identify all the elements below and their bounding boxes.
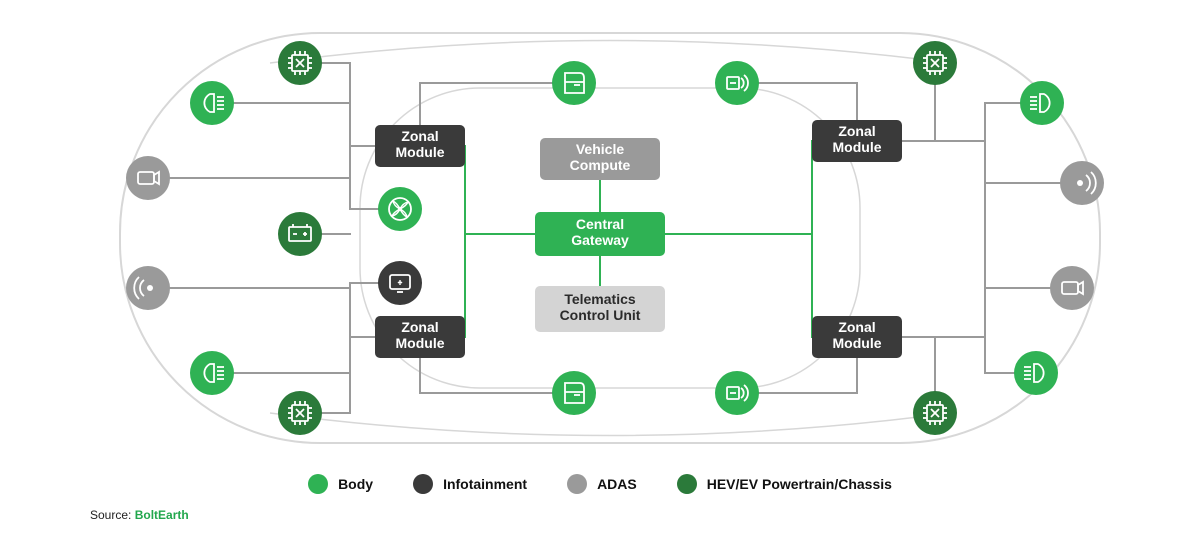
zonal-tl: ZonalModule <box>375 125 465 167</box>
legend-item: ADAS <box>567 474 637 494</box>
legend-item: HEV/EV Powertrain/Chassis <box>677 474 892 494</box>
door-b-icon <box>552 371 596 415</box>
radar-r-icon <box>1060 161 1104 205</box>
door-t-icon <box>552 61 596 105</box>
zonal-br: ZonalModule <box>812 316 902 358</box>
headlight-tr-icon <box>1020 81 1064 125</box>
headlight-tl-icon <box>190 81 234 125</box>
legend-item: Infotainment <box>413 474 527 494</box>
headlight-br-icon <box>1014 351 1058 395</box>
svg-text:Vehicle: Vehicle <box>576 141 624 157</box>
headlight-bl-icon <box>190 351 234 395</box>
signal-t-icon <box>715 61 759 105</box>
chip-tl-icon <box>278 41 322 85</box>
battery-icon <box>278 212 322 256</box>
chip-bl-icon <box>278 391 322 435</box>
legend-label: Body <box>338 476 373 492</box>
svg-text:Control Unit: Control Unit <box>560 307 641 323</box>
camera-r-icon <box>1050 266 1094 310</box>
svg-text:Zonal: Zonal <box>838 319 875 335</box>
legend-label: ADAS <box>597 476 637 492</box>
radar-l-icon <box>126 266 170 310</box>
source-link[interactable]: BoltEarth <box>135 508 189 522</box>
legend-dot-icon <box>677 474 697 494</box>
legend-label: HEV/EV Powertrain/Chassis <box>707 476 892 492</box>
svg-text:Module: Module <box>833 139 882 155</box>
legend-dot-icon <box>308 474 328 494</box>
zonal-tr: ZonalModule <box>812 120 902 162</box>
central-gateway: CentralGateway <box>535 212 665 256</box>
signal-b-icon <box>715 371 759 415</box>
svg-text:Telematics: Telematics <box>564 291 636 307</box>
svg-text:Module: Module <box>833 335 882 351</box>
legend-label: Infotainment <box>443 476 527 492</box>
zonal-bl: ZonalModule <box>375 316 465 358</box>
svg-text:Central: Central <box>576 216 624 232</box>
legend-item: Body <box>308 474 373 494</box>
legend-dot-icon <box>413 474 433 494</box>
touch-icon <box>378 261 422 305</box>
central-boxes: VehicleComputeCentralGatewayTelematicsCo… <box>535 138 665 332</box>
source-attribution: Source: BoltEarth <box>90 508 189 522</box>
chip-br-icon <box>913 391 957 435</box>
camera-tl-icon <box>126 156 170 200</box>
source-prefix: Source: <box>90 508 135 522</box>
vehicle-compute: VehicleCompute <box>540 138 660 180</box>
fan-icon <box>378 187 422 231</box>
diagram-svg: VehicleComputeCentralGatewayTelematicsCo… <box>0 0 1200 534</box>
diagram-stage: VehicleComputeCentralGatewayTelematicsCo… <box>0 0 1200 534</box>
svg-text:Zonal: Zonal <box>401 128 438 144</box>
svg-text:Gateway: Gateway <box>571 232 629 248</box>
svg-text:Zonal: Zonal <box>838 123 875 139</box>
svg-text:Module: Module <box>396 335 445 351</box>
svg-text:Zonal: Zonal <box>401 319 438 335</box>
telematics: TelematicsControl Unit <box>535 286 665 332</box>
legend: Body Infotainment ADAS HEV/EV Powertrain/Ch… <box>0 474 1200 494</box>
svg-text:Compute: Compute <box>570 157 631 173</box>
legend-dot-icon <box>567 474 587 494</box>
chip-tr-icon <box>913 41 957 85</box>
svg-text:Module: Module <box>396 144 445 160</box>
